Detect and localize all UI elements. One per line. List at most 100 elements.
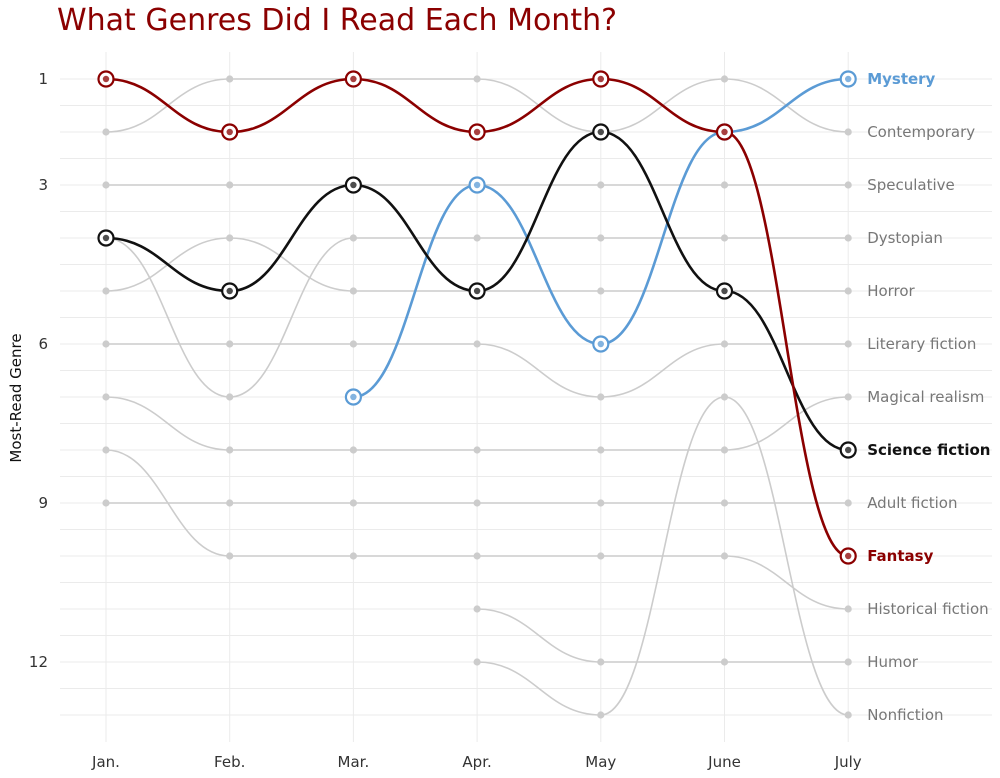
x-tick-label: June bbox=[707, 753, 741, 771]
data-point-icon bbox=[845, 446, 852, 454]
end-label-humor: Humor bbox=[867, 653, 919, 671]
data-point-icon bbox=[350, 75, 357, 83]
series-literary-fiction bbox=[102, 340, 852, 401]
data-point-icon bbox=[226, 128, 233, 136]
end-label-science-fiction: Science fiction bbox=[867, 441, 990, 459]
data-point bbox=[844, 128, 852, 136]
data-point bbox=[226, 340, 234, 348]
data-point bbox=[226, 393, 234, 401]
background-series bbox=[102, 75, 852, 719]
data-point-icon bbox=[845, 552, 852, 560]
series-science-fiction bbox=[97, 123, 857, 459]
highlighted-series bbox=[97, 70, 857, 565]
series-historical-fiction bbox=[102, 446, 852, 613]
end-label-mystery: Mystery bbox=[867, 70, 935, 88]
data-point bbox=[597, 446, 605, 454]
data-point bbox=[349, 234, 357, 242]
data-point-icon bbox=[845, 75, 852, 83]
data-point bbox=[720, 234, 729, 242]
data-point bbox=[597, 658, 605, 666]
series-line bbox=[477, 396, 849, 716]
data-point bbox=[473, 340, 481, 348]
data-point-icon bbox=[597, 340, 604, 348]
end-label-contemporary: Contemporary bbox=[867, 123, 975, 141]
data-point bbox=[597, 287, 605, 295]
data-point bbox=[102, 393, 110, 401]
data-point bbox=[226, 499, 234, 507]
data-point bbox=[349, 340, 357, 348]
data-point-icon bbox=[721, 287, 728, 295]
data-point bbox=[226, 552, 234, 560]
data-point bbox=[597, 234, 605, 242]
data-point-icon bbox=[721, 128, 728, 136]
data-point bbox=[844, 340, 852, 348]
chart-title: What Genres Did I Read Each Month? bbox=[57, 3, 617, 38]
data-point bbox=[597, 499, 605, 507]
data-point bbox=[720, 499, 729, 507]
data-point bbox=[226, 181, 234, 189]
series-line bbox=[477, 608, 849, 663]
end-label-magical-realism: Magical realism bbox=[867, 388, 984, 406]
data-point bbox=[473, 499, 481, 507]
data-point bbox=[720, 446, 729, 454]
data-point bbox=[102, 340, 110, 348]
data-point bbox=[597, 552, 605, 560]
data-point bbox=[473, 658, 481, 666]
data-point bbox=[720, 658, 729, 666]
grid bbox=[60, 52, 992, 742]
series-fantasy bbox=[97, 70, 857, 565]
data-point bbox=[349, 287, 357, 295]
data-point-icon bbox=[473, 128, 481, 136]
data-point bbox=[102, 181, 110, 189]
y-axis-label: Most-Read Genre bbox=[7, 333, 25, 462]
x-tick-label: May bbox=[585, 753, 616, 771]
data-point bbox=[473, 552, 481, 560]
data-point bbox=[102, 499, 110, 507]
data-point bbox=[473, 75, 481, 83]
x-tick-label: Apr. bbox=[462, 753, 491, 771]
y-tick-label: 9 bbox=[38, 494, 48, 512]
series-adult-fiction bbox=[102, 499, 852, 507]
series-nonfiction bbox=[473, 393, 852, 719]
x-tick-label: Mar. bbox=[338, 753, 370, 771]
data-point bbox=[102, 287, 110, 295]
data-point bbox=[844, 499, 852, 507]
data-point bbox=[473, 234, 481, 242]
data-point bbox=[844, 605, 852, 613]
data-point bbox=[102, 128, 110, 136]
data-point bbox=[473, 605, 481, 613]
data-point bbox=[349, 446, 357, 454]
data-point bbox=[226, 234, 234, 242]
data-point bbox=[720, 181, 729, 189]
data-point-icon bbox=[597, 128, 604, 136]
y-tick-label: 6 bbox=[38, 335, 48, 353]
data-point bbox=[349, 552, 357, 560]
end-label-nonfiction: Nonfiction bbox=[867, 706, 943, 724]
data-point bbox=[720, 552, 729, 560]
x-tick-label: Feb. bbox=[214, 753, 245, 771]
data-point-icon bbox=[350, 393, 357, 401]
data-point bbox=[597, 393, 605, 401]
end-label-speculative: Speculative bbox=[867, 176, 955, 194]
end-label-adult-fiction: Adult fiction bbox=[867, 494, 957, 512]
series-magical-realism bbox=[102, 393, 852, 454]
data-point bbox=[102, 446, 110, 454]
y-tick-label: 12 bbox=[29, 653, 48, 671]
data-point bbox=[844, 287, 852, 295]
data-point bbox=[844, 234, 852, 242]
data-point bbox=[844, 711, 852, 719]
data-point bbox=[720, 340, 729, 348]
series-line bbox=[353, 77, 849, 399]
data-point bbox=[844, 658, 852, 666]
data-point-icon bbox=[102, 75, 110, 83]
y-axis: 1 3 6 9 12 bbox=[29, 70, 48, 671]
end-label-fantasy: Fantasy bbox=[867, 547, 933, 565]
end-label-literary-fiction: Literary fiction bbox=[867, 335, 976, 353]
data-point-icon bbox=[102, 234, 110, 242]
x-tick-label: July bbox=[834, 753, 862, 771]
y-tick-label: 1 bbox=[38, 70, 48, 88]
data-point-icon bbox=[350, 181, 357, 189]
series-humor bbox=[473, 605, 852, 666]
x-tick-label: Jan. bbox=[91, 753, 120, 771]
